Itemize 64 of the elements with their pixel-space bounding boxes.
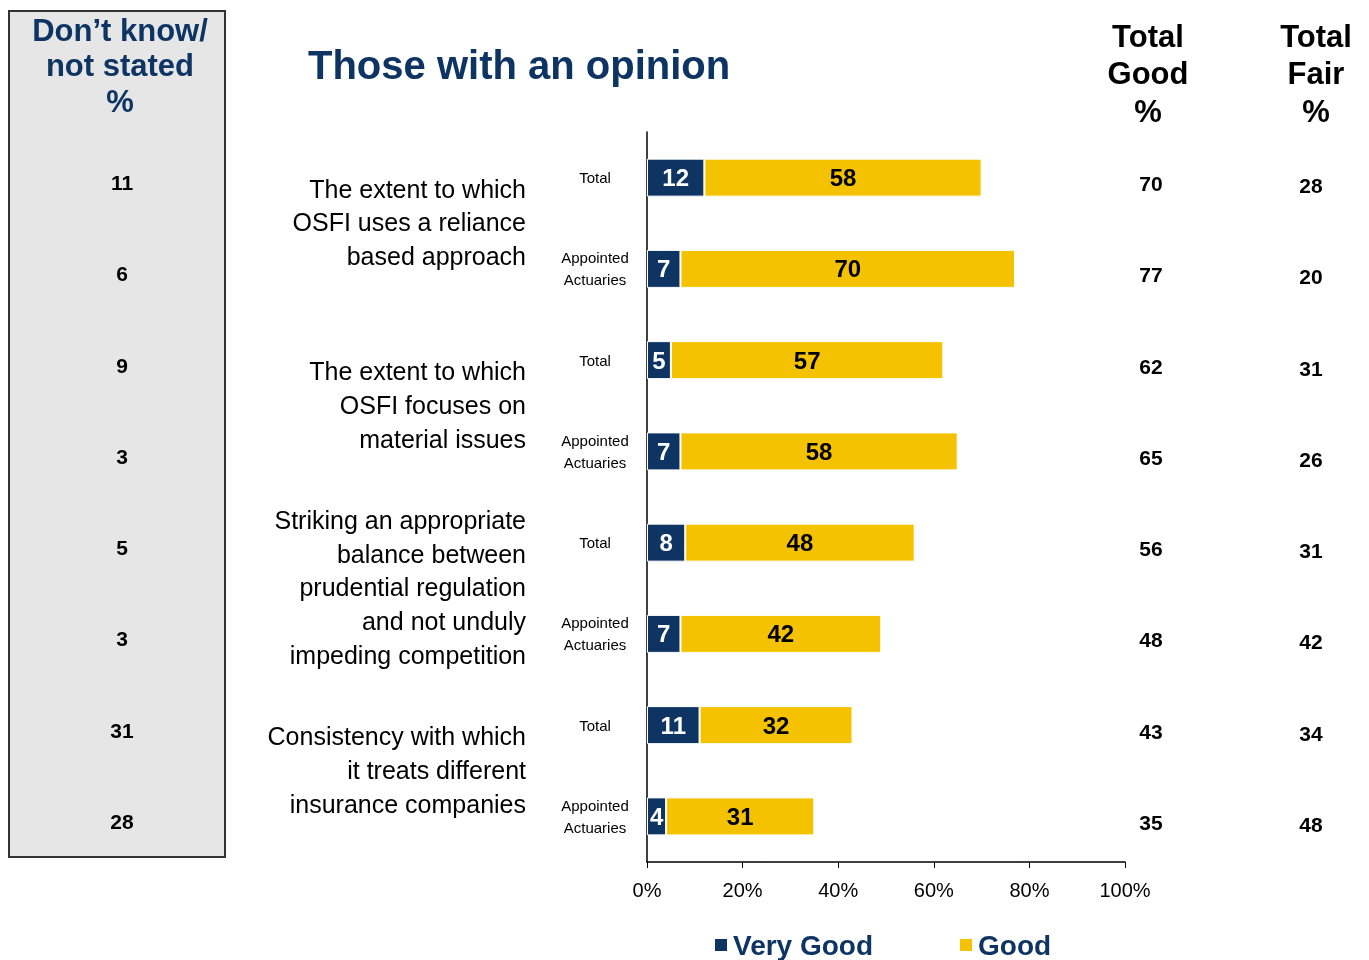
text: The extent to which OSFI focuses on material issues [309,356,526,455]
text: The extent to which OSFI uses a reliance based approach [292,173,526,273]
text: Total Fair % [1280,18,1352,130]
text: 20 [1299,264,1323,290]
text: 34 [1299,720,1323,746]
text: 31 [110,717,134,743]
text: 42 [1299,629,1323,655]
legend-label: Good [978,929,1052,960]
y-tick-label: Total [579,534,611,552]
text: Don’t know/ not stated % [32,12,208,120]
y-tick-label: Total [579,716,611,734]
data-label: 58 [829,164,857,192]
text: 3 [116,626,128,652]
text: Consistency with which it treats different insurance companies [267,721,526,820]
text: 28 [110,808,134,834]
y-tick-label: Appointed Actuaries [561,249,629,289]
y-tick-label: Appointed Actuaries [561,614,629,654]
data-label: 32 [762,711,790,739]
text: 48 [1299,811,1323,837]
text: 31 [1299,355,1323,381]
data-label: 11 [660,711,686,739]
data-label: 5 [652,346,666,374]
data-label: 4 [649,802,664,830]
text: 65 [1139,444,1163,470]
text: 26 [1299,446,1323,472]
text: 3 [116,443,128,469]
data-label: 48 [786,529,814,557]
text: 35 [1139,809,1163,835]
x-tick-label: 100% [1099,879,1151,901]
data-label: 42 [767,620,795,648]
text: 28 [1299,173,1323,199]
x-tick-label: 20% [722,879,763,901]
text: Total Good % [1107,18,1189,130]
legend-label: Very Good [733,929,874,960]
text: 6 [116,261,128,287]
text: 31 [1299,538,1323,564]
data-label: 57 [793,346,821,374]
text: 62 [1139,353,1163,379]
y-tick-label: Total [579,351,611,369]
y-tick-label: Appointed Actuaries [561,796,629,836]
text: 5 [116,535,128,561]
y-tick-label: Appointed Actuaries [561,431,629,471]
text: 9 [116,352,128,378]
text: 77 [1139,262,1163,288]
text: Striking an appropriate balance between prudential regulation and not unduly impeding competition [274,504,526,671]
data-label: 7 [657,255,671,283]
text: 11 [110,170,134,196]
data-label: 12 [662,164,690,192]
chart-title: Those with an opinion [308,43,731,87]
x-tick-label: 0% [632,879,662,901]
data-label: 31 [726,802,754,830]
text: 70 [1139,171,1163,197]
data-label: 7 [657,620,671,648]
data-label: 8 [659,529,673,557]
text: 56 [1139,536,1163,562]
x-tick-label: 80% [1009,879,1050,901]
data-label: 70 [834,255,862,283]
data-label: 58 [805,437,833,465]
data-label: 7 [657,437,671,465]
text: 43 [1139,718,1163,744]
text: 48 [1139,627,1163,653]
y-tick-label: Total [579,169,611,187]
x-tick-label: 60% [913,879,955,901]
x-tick-label: 40% [818,879,859,901]
